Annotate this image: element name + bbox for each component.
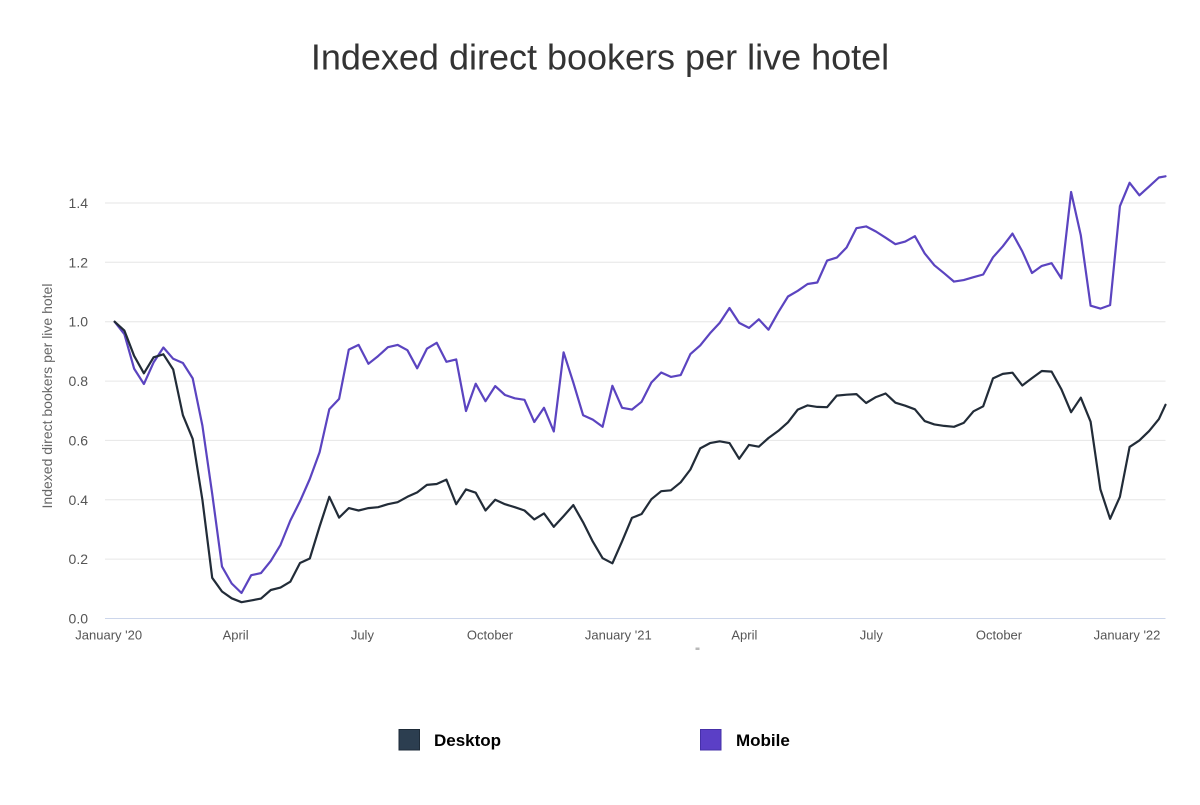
svg-text:July: July [351,628,375,643]
svg-text:0.0: 0.0 [69,611,89,627]
svg-text:1.0: 1.0 [69,314,89,330]
svg-text:April: April [731,628,757,643]
svg-text:October: October [976,628,1023,643]
svg-text:Indexed direct bookers per liv: Indexed direct bookers per live hotel [39,284,55,509]
svg-text:January '20: January '20 [75,628,142,643]
svg-text:0.6: 0.6 [69,432,89,448]
svg-text:Mobile: Mobile [736,731,790,750]
svg-text:January '21: January '21 [585,628,652,643]
svg-text:0.8: 0.8 [69,373,89,389]
svg-text:1.4: 1.4 [69,195,89,211]
svg-text:1.2: 1.2 [69,254,89,270]
svg-text:Desktop: Desktop [434,731,501,750]
svg-text:Indexed direct bookers per liv: Indexed direct bookers per live hotel [311,37,889,78]
svg-text:October: October [467,628,514,643]
svg-text:January '22: January '22 [1094,628,1161,643]
svg-text:0.4: 0.4 [69,492,89,508]
svg-text:0.2: 0.2 [69,551,89,567]
svg-text:April: April [223,628,249,643]
svg-text:July: July [860,628,884,643]
